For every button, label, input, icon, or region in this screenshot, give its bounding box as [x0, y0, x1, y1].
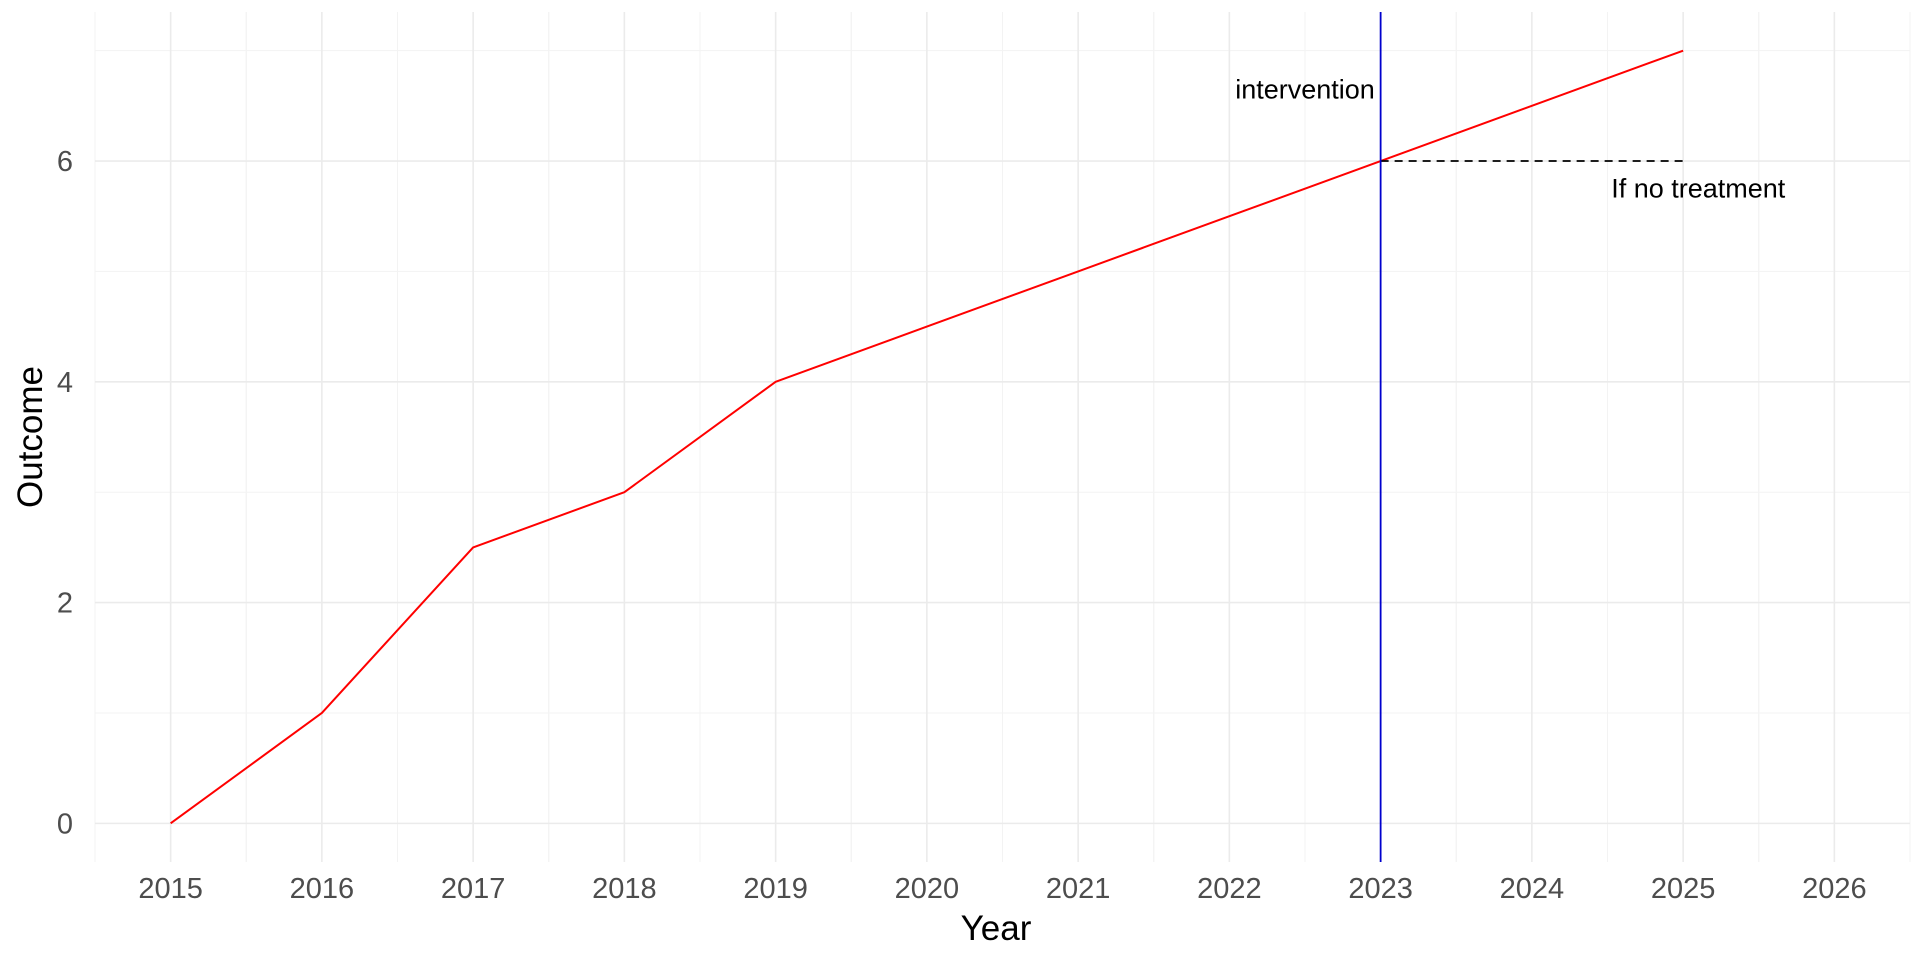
x-tick-label: 2015 [138, 873, 203, 905]
annotations: intervention If no treatment [1235, 74, 1786, 203]
y-axis-title: Outcome [11, 366, 50, 508]
annotation-label: If no treatment [1611, 174, 1786, 204]
grid [94, 12, 1911, 862]
annotation-label: intervention [1235, 74, 1375, 104]
x-tick-label: 2025 [1651, 873, 1716, 905]
y-tick-label: 0 [57, 808, 73, 840]
x-tick-label: 2017 [441, 873, 506, 905]
x-tick-label: 2016 [290, 873, 355, 905]
y-tick-label: 2 [57, 588, 73, 620]
x-tick-label: 2024 [1500, 873, 1565, 905]
x-axis-ticks: 2015 2016 2017 2018 2019 2020 2021 2022 2023 2024… [138, 873, 1866, 905]
y-tick-label: 4 [57, 367, 73, 399]
x-tick-label: 2019 [743, 873, 808, 905]
y-axis-ticks: 0 2 4 6 [57, 146, 73, 840]
x-tick-label: 2026 [1802, 873, 1867, 905]
series-line [170, 49, 1684, 825]
x-axis-title: Year [961, 909, 1032, 948]
x-tick-label: 2022 [1197, 873, 1262, 905]
plot-area [170, 12, 1684, 862]
x-tick-label: 2023 [1348, 873, 1413, 905]
x-tick-label: 2018 [592, 873, 657, 905]
x-tick-label: 2020 [895, 873, 960, 905]
x-tick-label: 2021 [1046, 873, 1111, 905]
y-tick-label: 6 [57, 146, 73, 178]
